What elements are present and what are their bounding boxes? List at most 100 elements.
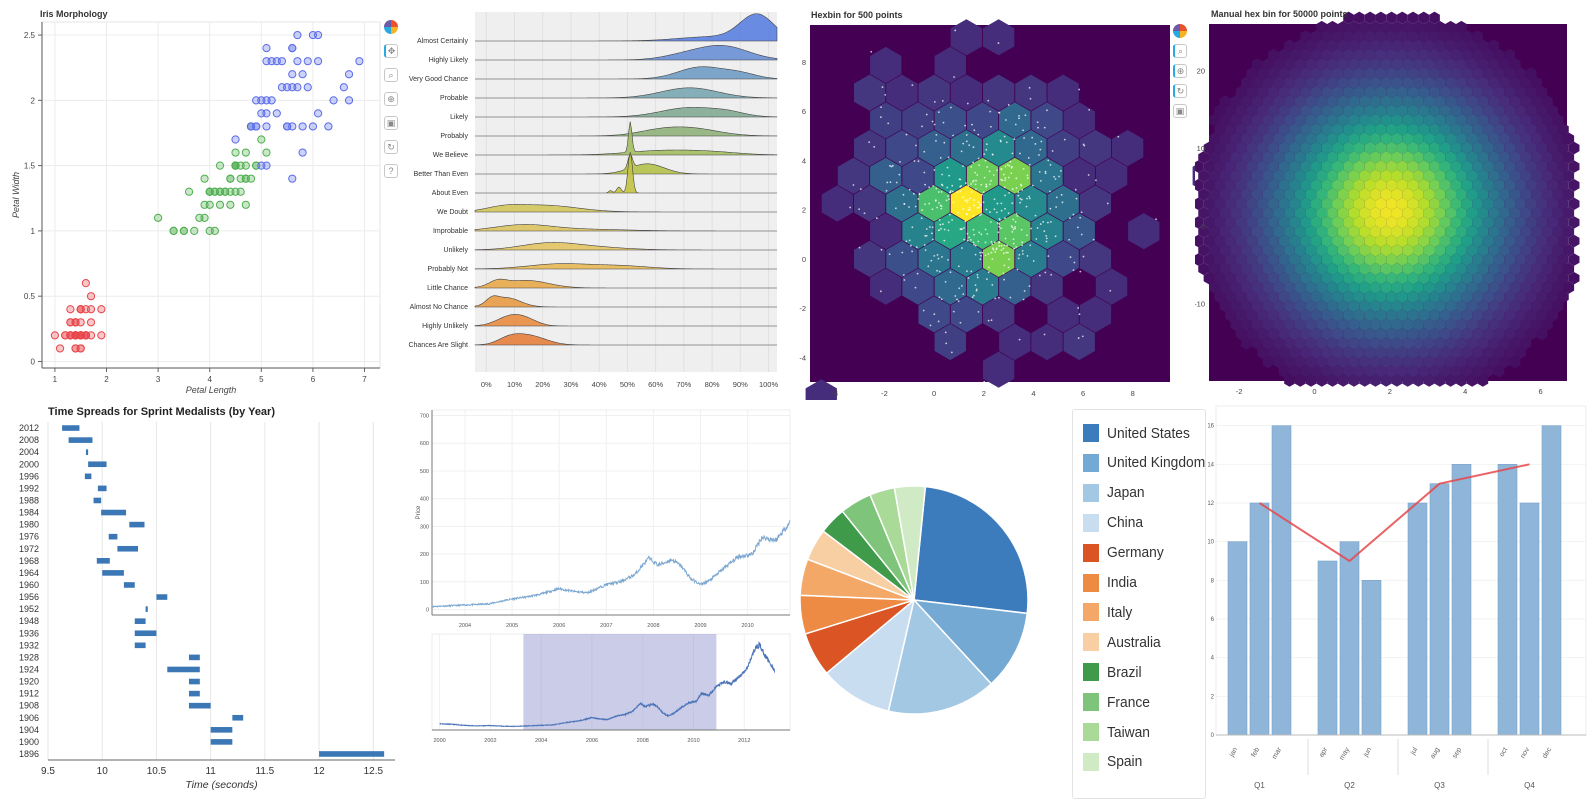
hexbin500-point bbox=[1036, 227, 1039, 229]
hexbin500-point bbox=[1077, 337, 1080, 339]
hexbin50000-hex bbox=[1311, 104, 1322, 117]
hexbin500-point bbox=[1029, 244, 1032, 247]
hexbin500-point bbox=[930, 259, 933, 262]
hexbin500-point bbox=[956, 191, 959, 193]
save-icon[interactable]: ▣ bbox=[1173, 104, 1187, 118]
iris-point bbox=[231, 135, 240, 144]
hexbin50000-hex bbox=[1230, 169, 1242, 183]
hexbin500-point bbox=[987, 252, 990, 255]
hexbin500-point bbox=[1075, 197, 1078, 200]
hexbin500-point bbox=[852, 184, 855, 186]
hexbin500-point bbox=[1053, 175, 1056, 178]
wheel-zoom-icon[interactable]: ⊕ bbox=[384, 92, 398, 106]
hexbin50000-hex bbox=[1413, 95, 1424, 108]
hexbin50000-hex bbox=[1300, 67, 1312, 80]
hexbin500-point bbox=[1060, 169, 1062, 172]
hexbin50000-hex bbox=[1284, 151, 1295, 164]
hexbin50000-hex bbox=[1472, 290, 1483, 303]
hexbin50000-hex bbox=[1241, 113, 1252, 127]
hexbin50000-hex bbox=[1203, 179, 1215, 192]
hexbin50000-hex bbox=[1332, 234, 1344, 248]
hexbin50000-hex bbox=[1262, 206, 1274, 220]
hexbin50000-hex bbox=[1348, 58, 1360, 71]
hexbin500-point bbox=[964, 199, 967, 202]
hexbin50000-hex bbox=[1509, 337, 1521, 350]
hexbin50000-hex bbox=[1450, 253, 1462, 266]
hexbin50000-hex bbox=[1515, 179, 1526, 192]
hexbin50000-hex bbox=[1353, 11, 1365, 24]
hexbin50000-hex bbox=[1284, 95, 1295, 108]
ridge-category-label: Very Good Chance bbox=[409, 76, 468, 83]
hexbin500-point bbox=[1023, 290, 1026, 292]
hexbin50000-hex bbox=[1353, 160, 1365, 173]
hexbin500-point bbox=[973, 233, 976, 236]
hexbin50000-hex bbox=[1504, 141, 1516, 155]
hexbin500-hex bbox=[982, 19, 1015, 56]
iris-point bbox=[329, 96, 338, 105]
iris-point bbox=[205, 200, 214, 209]
hexbin50000-hex bbox=[1257, 123, 1269, 136]
sprint-year-label: 1984 bbox=[19, 508, 39, 518]
hexbin50000-hex bbox=[1268, 197, 1279, 210]
hexbin50000-hex bbox=[1455, 225, 1467, 238]
hexbin50000-hex bbox=[1375, 86, 1387, 99]
quarterly-ytick-label: 8 bbox=[1211, 578, 1215, 584]
hexbin50000-hex bbox=[1380, 225, 1392, 238]
hexbin50000-hex bbox=[1455, 132, 1467, 145]
hexbin500-point bbox=[1028, 163, 1031, 166]
hexbin50000-hex bbox=[1445, 225, 1456, 238]
save-icon[interactable]: ▣ bbox=[384, 116, 398, 130]
hexbin50000-hex bbox=[1461, 86, 1473, 99]
hexbin500-point bbox=[1073, 261, 1076, 264]
quarterly-group-label: Q4 bbox=[1524, 781, 1535, 790]
hexbin500-point bbox=[938, 219, 941, 221]
hexbin50000-hex bbox=[1386, 86, 1397, 99]
hexbin50000-hex bbox=[1407, 86, 1419, 99]
hexbin500-point bbox=[888, 253, 891, 256]
hexbin50000-hex bbox=[1284, 39, 1295, 52]
hexbin50000-hex bbox=[1348, 337, 1360, 350]
hexbin50000-hex bbox=[1311, 327, 1322, 341]
hexbin50000-hex bbox=[1278, 290, 1290, 303]
hexbin500-point bbox=[979, 204, 982, 207]
hexbin50000-hex bbox=[1364, 197, 1376, 210]
hexbin50000-hex bbox=[1332, 104, 1344, 117]
hexbin500-point bbox=[944, 280, 947, 283]
reset-icon[interactable]: ↻ bbox=[1173, 84, 1187, 98]
hexbin50000-hex bbox=[1472, 309, 1483, 322]
hexbin500-point bbox=[986, 278, 988, 281]
hexbin500-point bbox=[964, 124, 967, 127]
hexbin50000-hex bbox=[1407, 216, 1419, 229]
box-zoom-icon[interactable]: ⌕ bbox=[384, 68, 398, 82]
hexbin50000-hex bbox=[1284, 337, 1295, 350]
quarterly-month-label: apr bbox=[1318, 746, 1329, 759]
hexbin50000-hex bbox=[1552, 225, 1564, 238]
hexbin50000-hex bbox=[1273, 299, 1285, 313]
hexbin50000-hex bbox=[1396, 123, 1408, 136]
hexbin50000-hex bbox=[1455, 281, 1467, 294]
hexbin500-point bbox=[1018, 338, 1021, 341]
hexbin500-point bbox=[1002, 272, 1005, 275]
hexbin50000-hex bbox=[1439, 48, 1451, 62]
wheel-zoom-icon[interactable]: ⊕ bbox=[1173, 64, 1187, 78]
hexbin500-point bbox=[959, 321, 962, 324]
hexbin500-point bbox=[1080, 211, 1083, 214]
hexbin50000-hex bbox=[1391, 262, 1403, 276]
reset-icon[interactable]: ↻ bbox=[384, 140, 398, 154]
hexbin50000-hex bbox=[1509, 299, 1521, 313]
quarterly-bar bbox=[1339, 541, 1360, 736]
hexbin500-point bbox=[905, 240, 908, 243]
hexbin50000-hex bbox=[1461, 234, 1473, 248]
help-icon[interactable]: ? bbox=[384, 164, 398, 178]
hexbin50000-hex bbox=[1230, 188, 1242, 201]
hexbin50000-hex bbox=[1321, 67, 1333, 80]
ridge-density bbox=[474, 333, 777, 346]
legend-swatch bbox=[1083, 453, 1099, 472]
hexbin50000-hex bbox=[1241, 244, 1252, 257]
hexbin50000-hex bbox=[1504, 48, 1516, 62]
hexbin500-point bbox=[1034, 214, 1037, 217]
hexbin50000-hex bbox=[1488, 206, 1499, 220]
box-zoom-icon[interactable]: ⌕ bbox=[1173, 44, 1187, 58]
pan-icon[interactable]: ✥ bbox=[384, 44, 398, 58]
